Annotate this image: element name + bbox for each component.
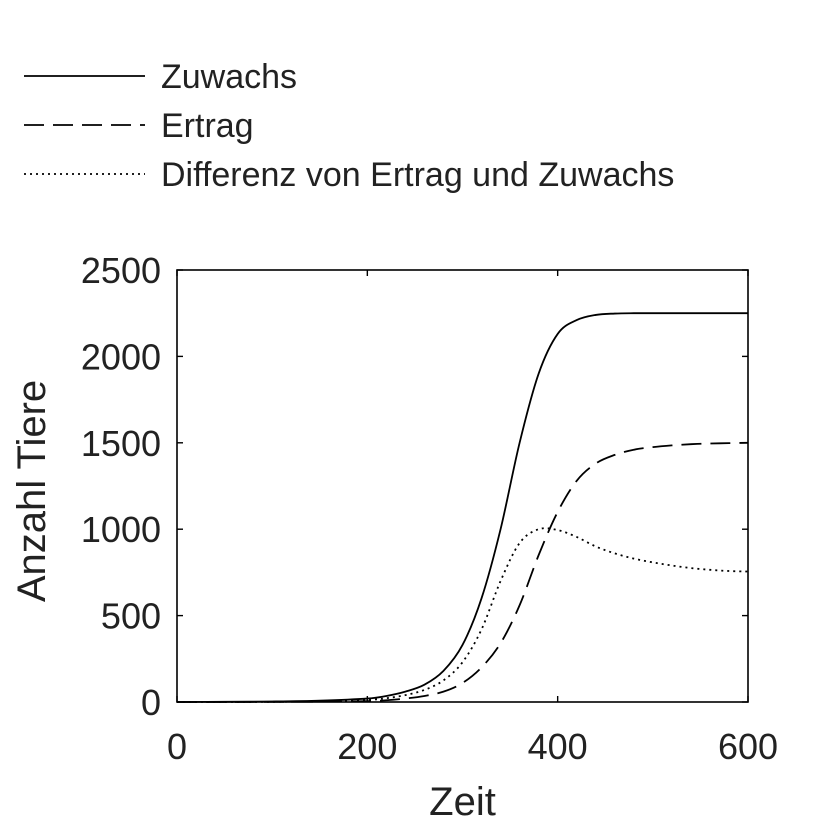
legend-label-2: Ertrag xyxy=(161,107,254,145)
y-tick-label: 500 xyxy=(101,596,161,637)
y-tick-label: 1000 xyxy=(81,509,161,550)
x-axis-label: Zeit xyxy=(429,780,496,824)
plot-area xyxy=(176,269,749,703)
series-line-3 xyxy=(176,527,749,703)
y-tick-label: 2000 xyxy=(81,336,161,377)
series-line-1 xyxy=(176,312,748,703)
legend: Zuwachs Ertrag Differenz von Ertrag und Zu… xyxy=(24,58,674,194)
x-tick-label: 600 xyxy=(718,726,778,767)
y-tick-label: 2500 xyxy=(81,250,161,291)
series-line-2 xyxy=(176,441,749,703)
axis-ticks xyxy=(176,269,749,703)
legend-label-3: Differenz von Ertrag und Zuwachs xyxy=(161,156,674,194)
tick-labels: 0 200 400 600 0 500 1000 1500 2000 2500 xyxy=(81,250,778,767)
x-tick-label: 0 xyxy=(167,726,187,767)
y-tick-label: 1500 xyxy=(81,423,161,464)
plot-frame xyxy=(176,269,749,703)
y-tick-label: 0 xyxy=(141,682,161,723)
x-tick-label: 200 xyxy=(337,726,397,767)
legend-label-1: Zuwachs xyxy=(161,58,297,96)
y-axis-label: Anzahl Tiere xyxy=(10,380,54,602)
series-lines xyxy=(176,312,749,703)
x-tick-label: 400 xyxy=(528,726,588,767)
